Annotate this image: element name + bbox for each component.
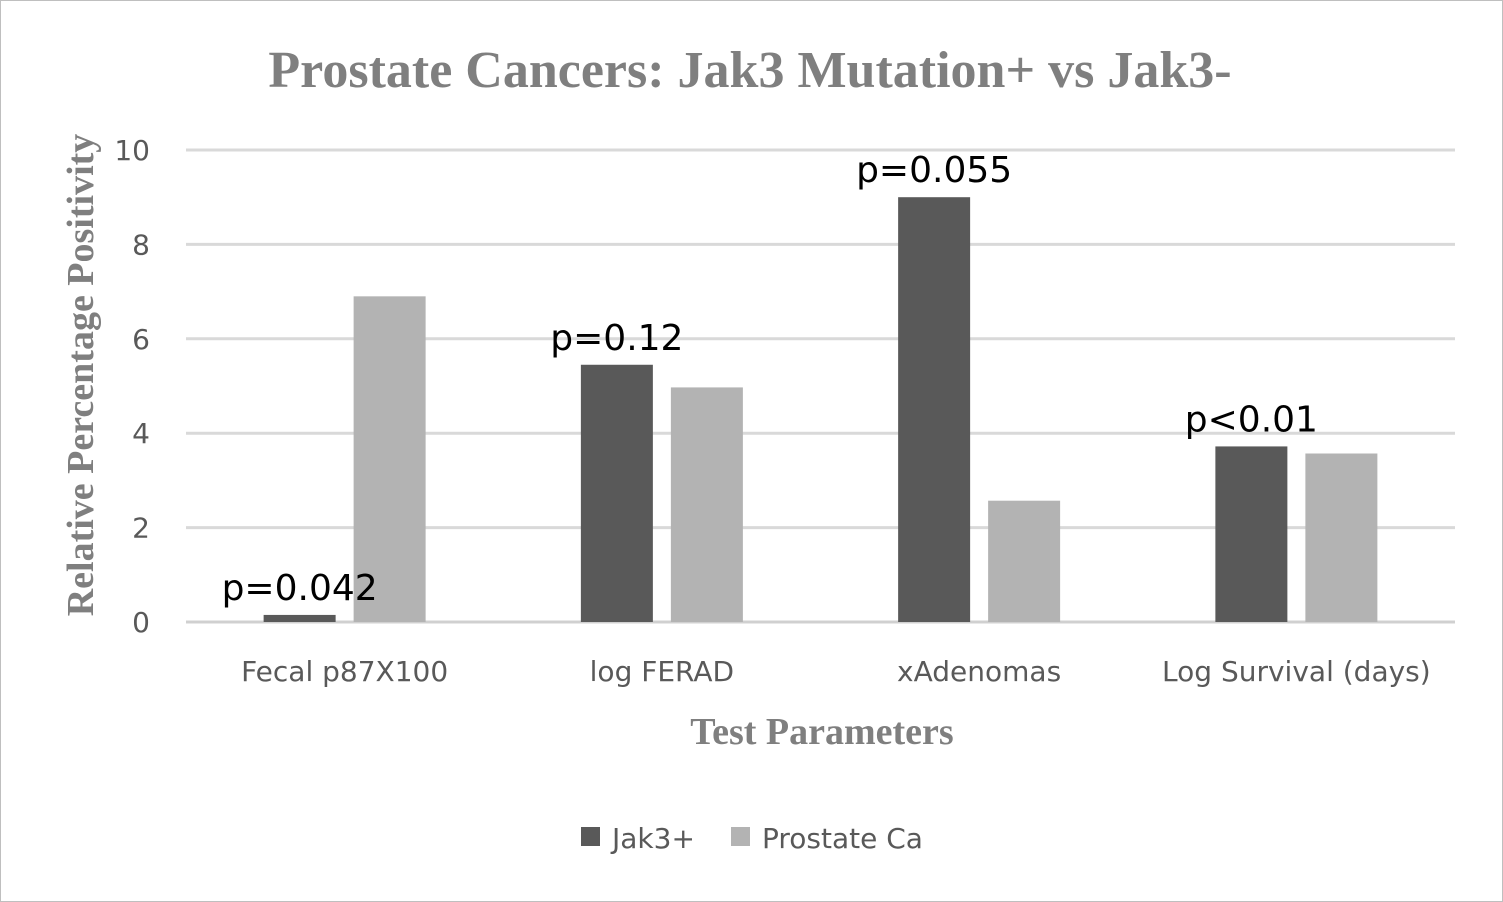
p-value-label: p=0.12 xyxy=(550,318,683,359)
y-tick-label: 4 xyxy=(132,417,150,450)
y-tick-label: 8 xyxy=(132,228,150,261)
y-axis-title: Relative Percentage Positivity xyxy=(60,134,102,617)
bars xyxy=(263,197,1378,622)
legend-label-jak3-plus: Jak3+ xyxy=(610,822,695,855)
legend-swatch-prostate-ca xyxy=(731,827,750,846)
y-tick-label: 2 xyxy=(132,512,150,545)
p-value-label: p=0.042 xyxy=(222,568,378,609)
y-tick-label: 10 xyxy=(114,134,150,167)
p-value-label: p<0.01 xyxy=(1185,399,1318,440)
x-axis-labels: Fecal p87X100 log FERAD xAdenomas Log Survi… xyxy=(241,655,1431,688)
x-tick-label: xAdenomas xyxy=(897,655,1061,688)
bar-jak3-plus xyxy=(580,364,653,622)
x-axis-title: Test Parameters xyxy=(690,711,953,753)
bar-jak3-plus xyxy=(1215,446,1288,622)
legend: Jak3+ Prostate Ca xyxy=(581,822,923,855)
y-tick-label: 0 xyxy=(132,606,150,639)
bar-jak3-plus xyxy=(898,197,971,622)
chart-title: Prostate Cancers: Jak3 Mutation+ vs Jak3… xyxy=(268,42,1231,99)
bar-prostate-ca xyxy=(1305,453,1378,622)
y-tick-label: 6 xyxy=(132,323,150,356)
x-tick-label: Fecal p87X100 xyxy=(241,655,448,688)
p-value-label: p=0.055 xyxy=(856,150,1012,191)
legend-swatch-jak3-plus xyxy=(581,827,600,846)
y-axis-ticks: 0 2 4 6 8 10 xyxy=(114,134,150,639)
p-value-annotations: p=0.042 p=0.12 p=0.055 p<0.01 xyxy=(222,150,1318,609)
bar-prostate-ca xyxy=(988,500,1061,622)
bar-prostate-ca xyxy=(670,387,743,622)
legend-label-prostate-ca: Prostate Ca xyxy=(762,822,923,855)
x-tick-label: log FERAD xyxy=(590,655,734,688)
x-tick-label: Log Survival (days) xyxy=(1162,655,1431,688)
bar-prostate-ca xyxy=(353,296,426,622)
bar-jak3-plus xyxy=(263,614,336,622)
